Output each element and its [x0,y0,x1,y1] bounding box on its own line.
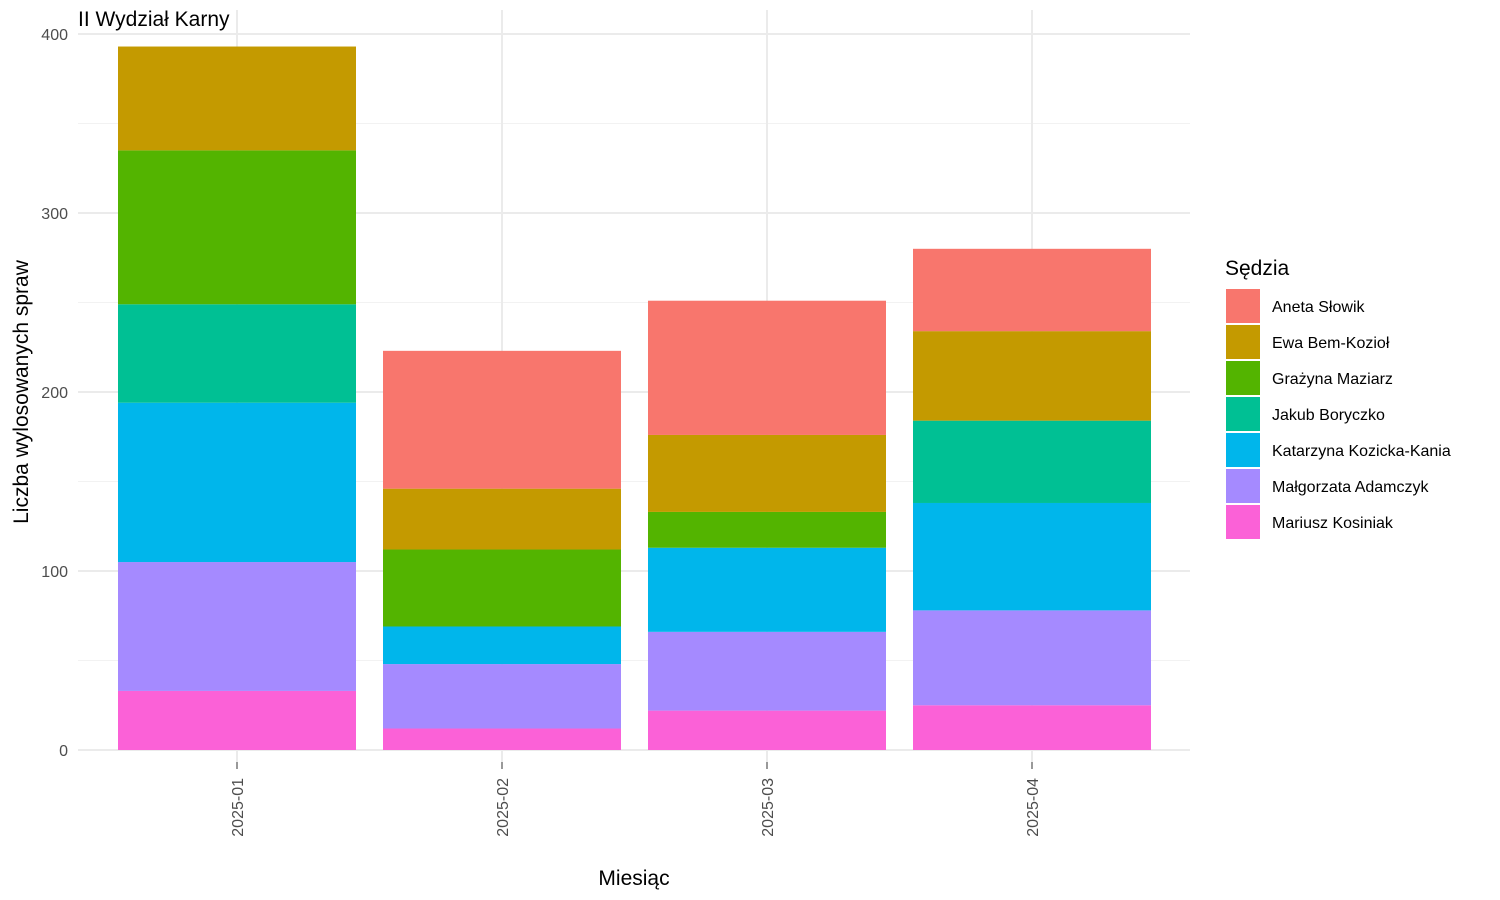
bar-segment [648,300,886,435]
y-tick-label: 0 [59,743,68,760]
bar-segment [383,549,621,627]
bar-segment [383,488,621,550]
bar-segment [913,610,1151,706]
bar-segment [648,710,886,750]
legend-swatch [1226,505,1260,539]
x-tick-label: 2025-02 [495,778,512,837]
bar-segment [118,690,356,750]
bar-segment [913,420,1151,503]
bars [118,46,1151,750]
legend-label: Aneta Słowik [1272,299,1365,316]
bar-segment [118,402,356,563]
bar-segment [648,631,886,711]
chart-title: II Wydział Karny [78,8,230,31]
bar-segment [648,434,886,512]
y-tick-label: 400 [41,27,68,44]
x-axis-title: Miesiąc [598,867,669,890]
x-tick-label: 2025-01 [230,778,247,837]
y-axis: 0 100 200 300 400 [41,27,68,760]
legend-label: Ewa Bem-Kozioł [1272,335,1390,352]
x-axis: 2025-01 2025-02 2025-03 2025-04 [230,762,1042,837]
legend-label: Jakub Boryczko [1272,407,1385,424]
legend-label: Katarzyna Kozicka-Kania [1272,443,1451,460]
bar-segment [118,562,356,691]
y-axis-title: Liczba wylosowanych spraw [10,259,33,524]
y-tick-label: 200 [41,385,68,402]
legend-label: Małgorzata Adamczyk [1272,479,1430,496]
x-tick-label: 2025-04 [1025,778,1042,837]
bar-segment [118,46,356,151]
legend-swatch [1226,397,1260,431]
bar-segment [383,350,621,489]
legend-title: Sędzia [1225,257,1290,280]
bar-segment [383,728,621,750]
legend-swatch [1226,361,1260,395]
bar-segment [118,304,356,403]
legend-swatch [1226,469,1260,503]
y-tick-label: 100 [41,564,68,581]
x-tick-label: 2025-03 [760,778,777,837]
bar-segment [913,502,1151,611]
bar-segment [648,511,886,548]
y-tick-label: 300 [41,206,68,223]
bar-segment [913,705,1151,750]
bar-segment [913,248,1151,332]
legend-swatch [1226,325,1260,359]
bar-segment [383,626,621,665]
bar-segment [913,331,1151,421]
legend-swatch [1226,289,1260,323]
bar-segment [383,664,621,729]
legend-swatch [1226,433,1260,467]
bar-segment [118,150,356,305]
bar-segment [648,547,886,632]
legend-label: Grażyna Maziarz [1272,371,1393,388]
legend-label: Mariusz Kosiniak [1272,515,1394,532]
legend: Sędzia Aneta Słowik Ewa Bem-Kozioł Grażyna… [1225,257,1451,539]
